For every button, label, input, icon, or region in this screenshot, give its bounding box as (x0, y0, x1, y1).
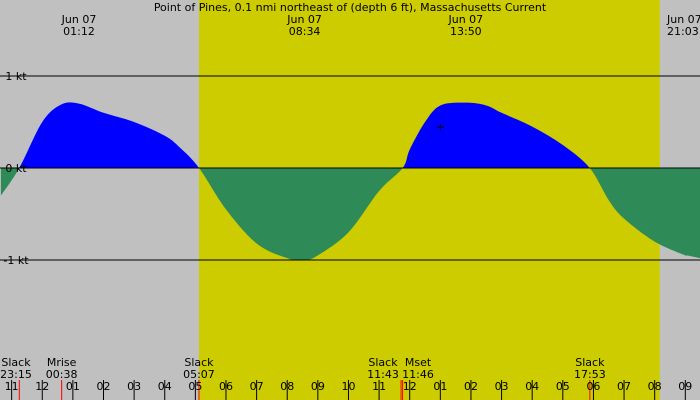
flood-area (0, 102, 700, 168)
y-tick-label-1-kt: 1 kt (5, 70, 27, 83)
hour-label-20: 07 (617, 380, 631, 393)
hour-label-0: 11 (5, 380, 19, 393)
hour-label-14: 01 (433, 380, 447, 393)
hour-label-4: 03 (127, 380, 141, 393)
hour-label-15: 02 (464, 380, 478, 393)
hour-label-13: 12 (403, 380, 417, 393)
top-time-label-3: 21:03 (667, 25, 699, 38)
top-date-label-0: Jun 07 (61, 13, 97, 26)
hour-label-7: 06 (219, 380, 233, 393)
current-marker: + (436, 121, 445, 134)
top-date-label-2: Jun 07 (447, 13, 483, 26)
y-tick-label-0-kt: 0 kt (5, 162, 27, 175)
hour-label-8: 07 (250, 380, 264, 393)
event-time-0: 23:15 (0, 368, 32, 381)
hour-label-22: 09 (678, 380, 692, 393)
hour-label-10: 09 (311, 380, 325, 393)
top-time-label-1: 08:34 (289, 25, 321, 38)
event-time-3: 11:43 (367, 368, 399, 381)
event-time-2: 05:07 (183, 368, 215, 381)
hour-label-21: 08 (648, 380, 662, 393)
top-time-label-2: 13:50 (450, 25, 482, 38)
hour-label-6: 05 (188, 380, 202, 393)
hour-label-5: 04 (158, 380, 172, 393)
hour-label-19: 06 (586, 380, 600, 393)
hour-label-1: 12 (35, 380, 49, 393)
event-time-1: 00:38 (46, 368, 78, 381)
event-time-5: 17:53 (574, 368, 606, 381)
top-date-label-1: Jun 07 (286, 13, 322, 26)
y-tick-label-minus-1-kt: -1 kt (3, 254, 29, 267)
event-name-4: Mset (405, 356, 432, 369)
hour-label-2: 01 (66, 380, 80, 393)
event-name-0: Slack (1, 356, 31, 369)
hour-label-17: 04 (525, 380, 539, 393)
top-time-label-0: 01:12 (63, 25, 95, 38)
hour-label-9: 08 (280, 380, 294, 393)
hour-label-18: 05 (556, 380, 570, 393)
event-name-2: Slack (184, 356, 214, 369)
ebb-area (0, 168, 700, 261)
hour-label-12: 11 (372, 380, 386, 393)
event-time-4: 11:46 (402, 368, 434, 381)
event-name-5: Slack (575, 356, 605, 369)
event-name-3: Slack (368, 356, 398, 369)
hour-label-16: 03 (495, 380, 509, 393)
hour-label-3: 02 (96, 380, 110, 393)
chart-title: Point of Pines, 0.1 nmi northeast of (de… (154, 1, 547, 14)
hour-label-11: 10 (341, 380, 355, 393)
event-name-1: Mrise (47, 356, 77, 369)
top-date-label-3: Jun 07 (666, 13, 700, 26)
